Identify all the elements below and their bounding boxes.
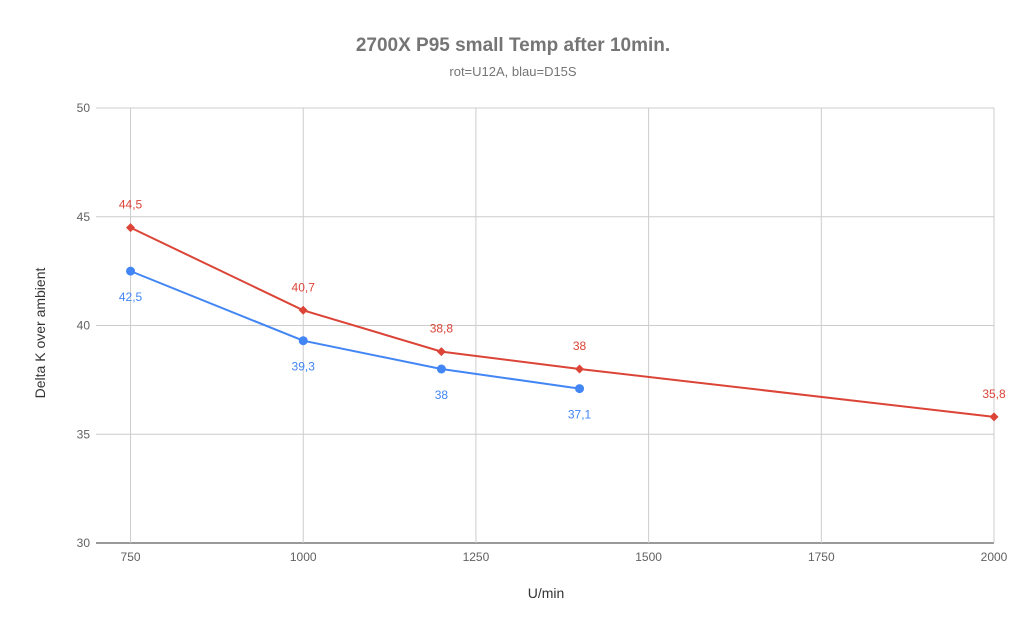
series-line	[130, 226, 995, 418]
chart-subtitle: rot=U12A, blau=D15S	[449, 64, 577, 79]
series-1: 44,5 40,7 38,8 38 35,8	[119, 198, 1006, 422]
y-axis-ticks: 30 35 40 45 50	[77, 101, 91, 550]
data-label: 38	[435, 388, 449, 402]
data-point	[436, 364, 446, 374]
data-point	[436, 347, 446, 357]
y-tick-label: 35	[77, 427, 91, 441]
data-point	[126, 223, 136, 233]
data-label: 37,1	[568, 408, 592, 422]
data-label: 38,8	[430, 322, 454, 336]
data-series: 44,5 40,7 38,8 38 35,8 42,5 39,3 38 37,1	[119, 198, 1006, 422]
data-label: 40,7	[292, 280, 316, 294]
y-tick-label: 40	[77, 319, 91, 333]
x-tick-label: 1500	[635, 550, 662, 564]
x-axis-ticks: 750 1000 1250 1500 1750 2000	[121, 550, 1008, 564]
y-tick-label: 50	[77, 101, 91, 115]
x-tick-label: 1000	[290, 550, 317, 564]
data-label: 39,3	[292, 360, 316, 374]
x-tick-label: 1750	[808, 550, 835, 564]
data-point	[989, 412, 999, 422]
y-axis-title: Delta K over ambient	[32, 268, 48, 399]
data-point	[298, 336, 308, 346]
data-point	[298, 305, 308, 315]
series-2: 42,5 39,3 38 37,1	[119, 266, 592, 422]
data-label: 42,5	[119, 290, 143, 304]
x-axis-title: U/min	[528, 585, 565, 601]
y-tick-label: 45	[77, 210, 91, 224]
data-point	[126, 266, 136, 276]
chart-title: 2700X P95 small Temp after 10min.	[356, 35, 670, 56]
series-line	[130, 270, 580, 390]
x-tick-label: 750	[121, 550, 141, 564]
x-tick-label: 1250	[463, 550, 490, 564]
data-label: 38	[573, 339, 587, 353]
gridlines	[96, 107, 995, 544]
x-tick-label: 2000	[981, 550, 1008, 564]
y-tick-label: 30	[77, 536, 91, 550]
data-point	[575, 364, 585, 374]
data-label: 35,8	[982, 387, 1006, 401]
data-point	[575, 384, 585, 394]
data-label: 44,5	[119, 198, 143, 212]
